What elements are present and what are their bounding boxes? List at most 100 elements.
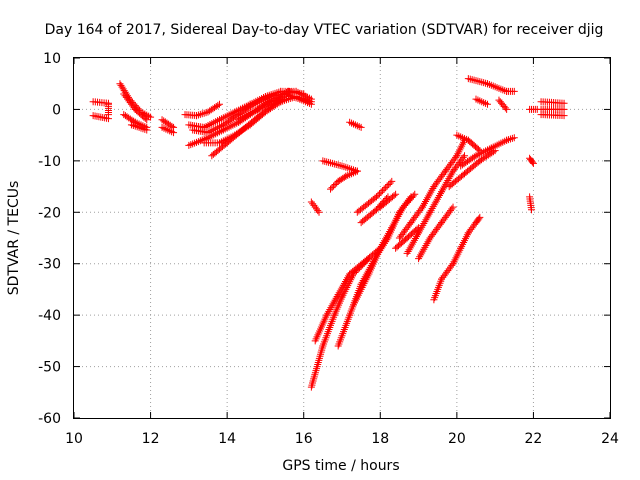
data-point — [448, 205, 456, 213]
data-point — [461, 152, 469, 160]
data-point — [409, 192, 417, 200]
data-point — [330, 182, 338, 190]
data-point — [529, 159, 537, 167]
y-tick-label: 0 — [52, 102, 61, 118]
data-point — [346, 165, 354, 173]
data-point — [198, 110, 206, 118]
data-point — [104, 111, 112, 119]
data-point — [464, 75, 472, 83]
data-point — [194, 111, 202, 119]
y-tick-label: -60 — [38, 411, 61, 427]
data-point — [349, 270, 357, 278]
y-tick-label: -20 — [38, 205, 61, 221]
data-point — [328, 184, 336, 192]
data-point — [141, 114, 149, 122]
data-point — [340, 163, 348, 171]
data-point — [143, 116, 151, 124]
data-point — [388, 177, 396, 185]
data-point — [353, 167, 361, 175]
y-tick-label: -30 — [38, 257, 61, 273]
data-point — [405, 197, 413, 205]
data-point — [415, 224, 423, 232]
data-point — [466, 75, 474, 83]
data-point — [480, 79, 488, 87]
data-point — [380, 185, 388, 193]
data-point — [474, 77, 482, 85]
data-point — [472, 77, 480, 85]
data-point — [411, 190, 419, 198]
data-point — [449, 203, 457, 211]
data-point — [402, 200, 410, 208]
data-point — [338, 162, 346, 170]
data-point — [528, 158, 536, 166]
data-point — [476, 78, 484, 86]
data-point — [408, 194, 416, 201]
data-point — [491, 147, 499, 155]
data-point — [560, 99, 568, 107]
data-point — [351, 268, 359, 276]
data-point — [560, 112, 568, 120]
x-tick-label: 24 — [601, 431, 619, 447]
data-point — [406, 195, 414, 203]
data-point — [314, 207, 322, 215]
data-point — [508, 134, 516, 142]
data-point — [382, 184, 390, 192]
data-point — [452, 153, 460, 161]
data-point — [392, 190, 400, 198]
data-point — [374, 191, 382, 199]
data-point — [501, 104, 509, 112]
data-point — [315, 208, 323, 216]
data-point — [330, 160, 338, 168]
data-point — [359, 261, 367, 269]
data-point — [319, 157, 327, 165]
x-tick-label: 10 — [65, 431, 83, 447]
x-tick-label: 20 — [448, 431, 466, 447]
data-point — [334, 161, 342, 169]
data-point — [510, 134, 518, 142]
data-point — [327, 159, 335, 167]
data-point — [300, 90, 308, 98]
data-point — [372, 206, 380, 214]
data-point — [404, 198, 412, 206]
data-point — [417, 205, 425, 213]
data-point — [325, 158, 333, 166]
data-point — [344, 164, 352, 172]
x-axis-label: GPS time / hours — [282, 458, 399, 474]
x-tick-label: 16 — [295, 431, 313, 447]
data-point — [336, 161, 344, 169]
data-point — [413, 225, 421, 233]
data-point — [327, 185, 335, 193]
data-point — [377, 188, 385, 196]
data-point — [307, 98, 315, 106]
data-point — [360, 259, 368, 267]
data-point — [379, 187, 387, 195]
data-point — [170, 129, 178, 137]
data-point — [193, 112, 201, 120]
data-point — [353, 267, 361, 275]
data-point — [489, 148, 497, 156]
data-point — [448, 261, 456, 269]
plot-frame — [73, 57, 611, 419]
y-axis-label: SDTVAR / TECUs — [6, 181, 22, 296]
data-point — [323, 158, 331, 166]
data-point — [354, 265, 362, 273]
data-point — [215, 100, 223, 108]
data-point — [372, 193, 380, 201]
data-point — [267, 96, 275, 104]
y-tick-label: 10 — [43, 51, 61, 67]
data-point — [478, 78, 486, 86]
data-point — [248, 101, 256, 109]
data-point — [383, 182, 391, 190]
data-point — [332, 160, 340, 168]
data-point — [399, 203, 407, 211]
data-point — [476, 213, 484, 221]
data-point — [363, 256, 371, 264]
data-point — [321, 157, 329, 165]
data-point — [147, 113, 155, 121]
y-tick-label: -50 — [38, 360, 61, 376]
axis-ticks: 10 12 14 16 18 20 22 24 10 0 -10 -20 -30 -40 -50 -60 — [38, 51, 619, 447]
data-point — [331, 181, 339, 189]
data-point — [214, 101, 222, 109]
data-point — [560, 105, 568, 113]
